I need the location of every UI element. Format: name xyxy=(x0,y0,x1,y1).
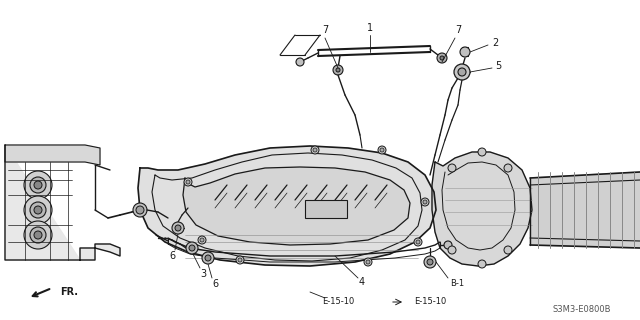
Circle shape xyxy=(380,148,384,152)
Circle shape xyxy=(504,246,512,254)
Circle shape xyxy=(437,53,447,63)
Circle shape xyxy=(30,227,46,243)
Circle shape xyxy=(30,202,46,218)
Circle shape xyxy=(136,206,144,214)
Circle shape xyxy=(30,177,46,193)
Circle shape xyxy=(184,178,192,186)
Circle shape xyxy=(427,259,433,265)
Circle shape xyxy=(448,164,456,172)
Polygon shape xyxy=(183,167,410,245)
Circle shape xyxy=(186,180,190,184)
Circle shape xyxy=(186,242,198,254)
Circle shape xyxy=(200,238,204,242)
Circle shape xyxy=(313,148,317,152)
Circle shape xyxy=(416,240,420,244)
Circle shape xyxy=(175,225,181,231)
Circle shape xyxy=(34,206,42,214)
Circle shape xyxy=(236,256,244,264)
Circle shape xyxy=(478,148,486,156)
Circle shape xyxy=(34,181,42,189)
Circle shape xyxy=(202,252,214,264)
Circle shape xyxy=(448,246,456,254)
Polygon shape xyxy=(5,145,120,260)
Text: 6: 6 xyxy=(212,279,218,289)
Circle shape xyxy=(205,255,211,261)
Text: E-15-10: E-15-10 xyxy=(322,298,354,307)
Polygon shape xyxy=(5,145,100,165)
Circle shape xyxy=(378,146,386,154)
Circle shape xyxy=(458,68,466,76)
Polygon shape xyxy=(530,172,640,248)
Text: E-15-10: E-15-10 xyxy=(414,298,446,307)
Circle shape xyxy=(24,196,52,224)
Circle shape xyxy=(414,238,422,246)
Circle shape xyxy=(444,241,452,249)
Circle shape xyxy=(421,198,429,206)
Circle shape xyxy=(133,203,147,217)
Text: 3: 3 xyxy=(200,269,206,279)
Circle shape xyxy=(172,222,184,234)
Circle shape xyxy=(311,146,319,154)
Circle shape xyxy=(24,221,52,249)
Polygon shape xyxy=(138,146,436,266)
Circle shape xyxy=(478,260,486,268)
Circle shape xyxy=(189,245,195,251)
Text: 5: 5 xyxy=(495,61,501,71)
Polygon shape xyxy=(432,152,532,266)
Circle shape xyxy=(440,56,444,60)
Circle shape xyxy=(460,47,470,57)
Circle shape xyxy=(336,68,340,72)
Circle shape xyxy=(423,200,427,204)
Circle shape xyxy=(198,236,206,244)
Text: 7: 7 xyxy=(322,25,328,35)
Circle shape xyxy=(364,258,372,266)
Circle shape xyxy=(34,231,42,239)
Text: 6: 6 xyxy=(169,251,175,261)
Circle shape xyxy=(366,260,370,264)
Text: S3M3-E0800B: S3M3-E0800B xyxy=(553,306,611,315)
Circle shape xyxy=(454,64,470,80)
Circle shape xyxy=(296,58,304,66)
Circle shape xyxy=(333,65,343,75)
Bar xyxy=(305,200,347,218)
Circle shape xyxy=(504,164,512,172)
Text: B-1: B-1 xyxy=(450,278,464,287)
Text: 4: 4 xyxy=(359,277,365,287)
Text: 1: 1 xyxy=(367,23,373,33)
Circle shape xyxy=(24,171,52,199)
Text: FR.: FR. xyxy=(60,287,78,297)
Text: 7: 7 xyxy=(455,25,461,35)
Text: 2: 2 xyxy=(492,38,498,48)
Circle shape xyxy=(424,256,436,268)
Circle shape xyxy=(238,258,242,262)
